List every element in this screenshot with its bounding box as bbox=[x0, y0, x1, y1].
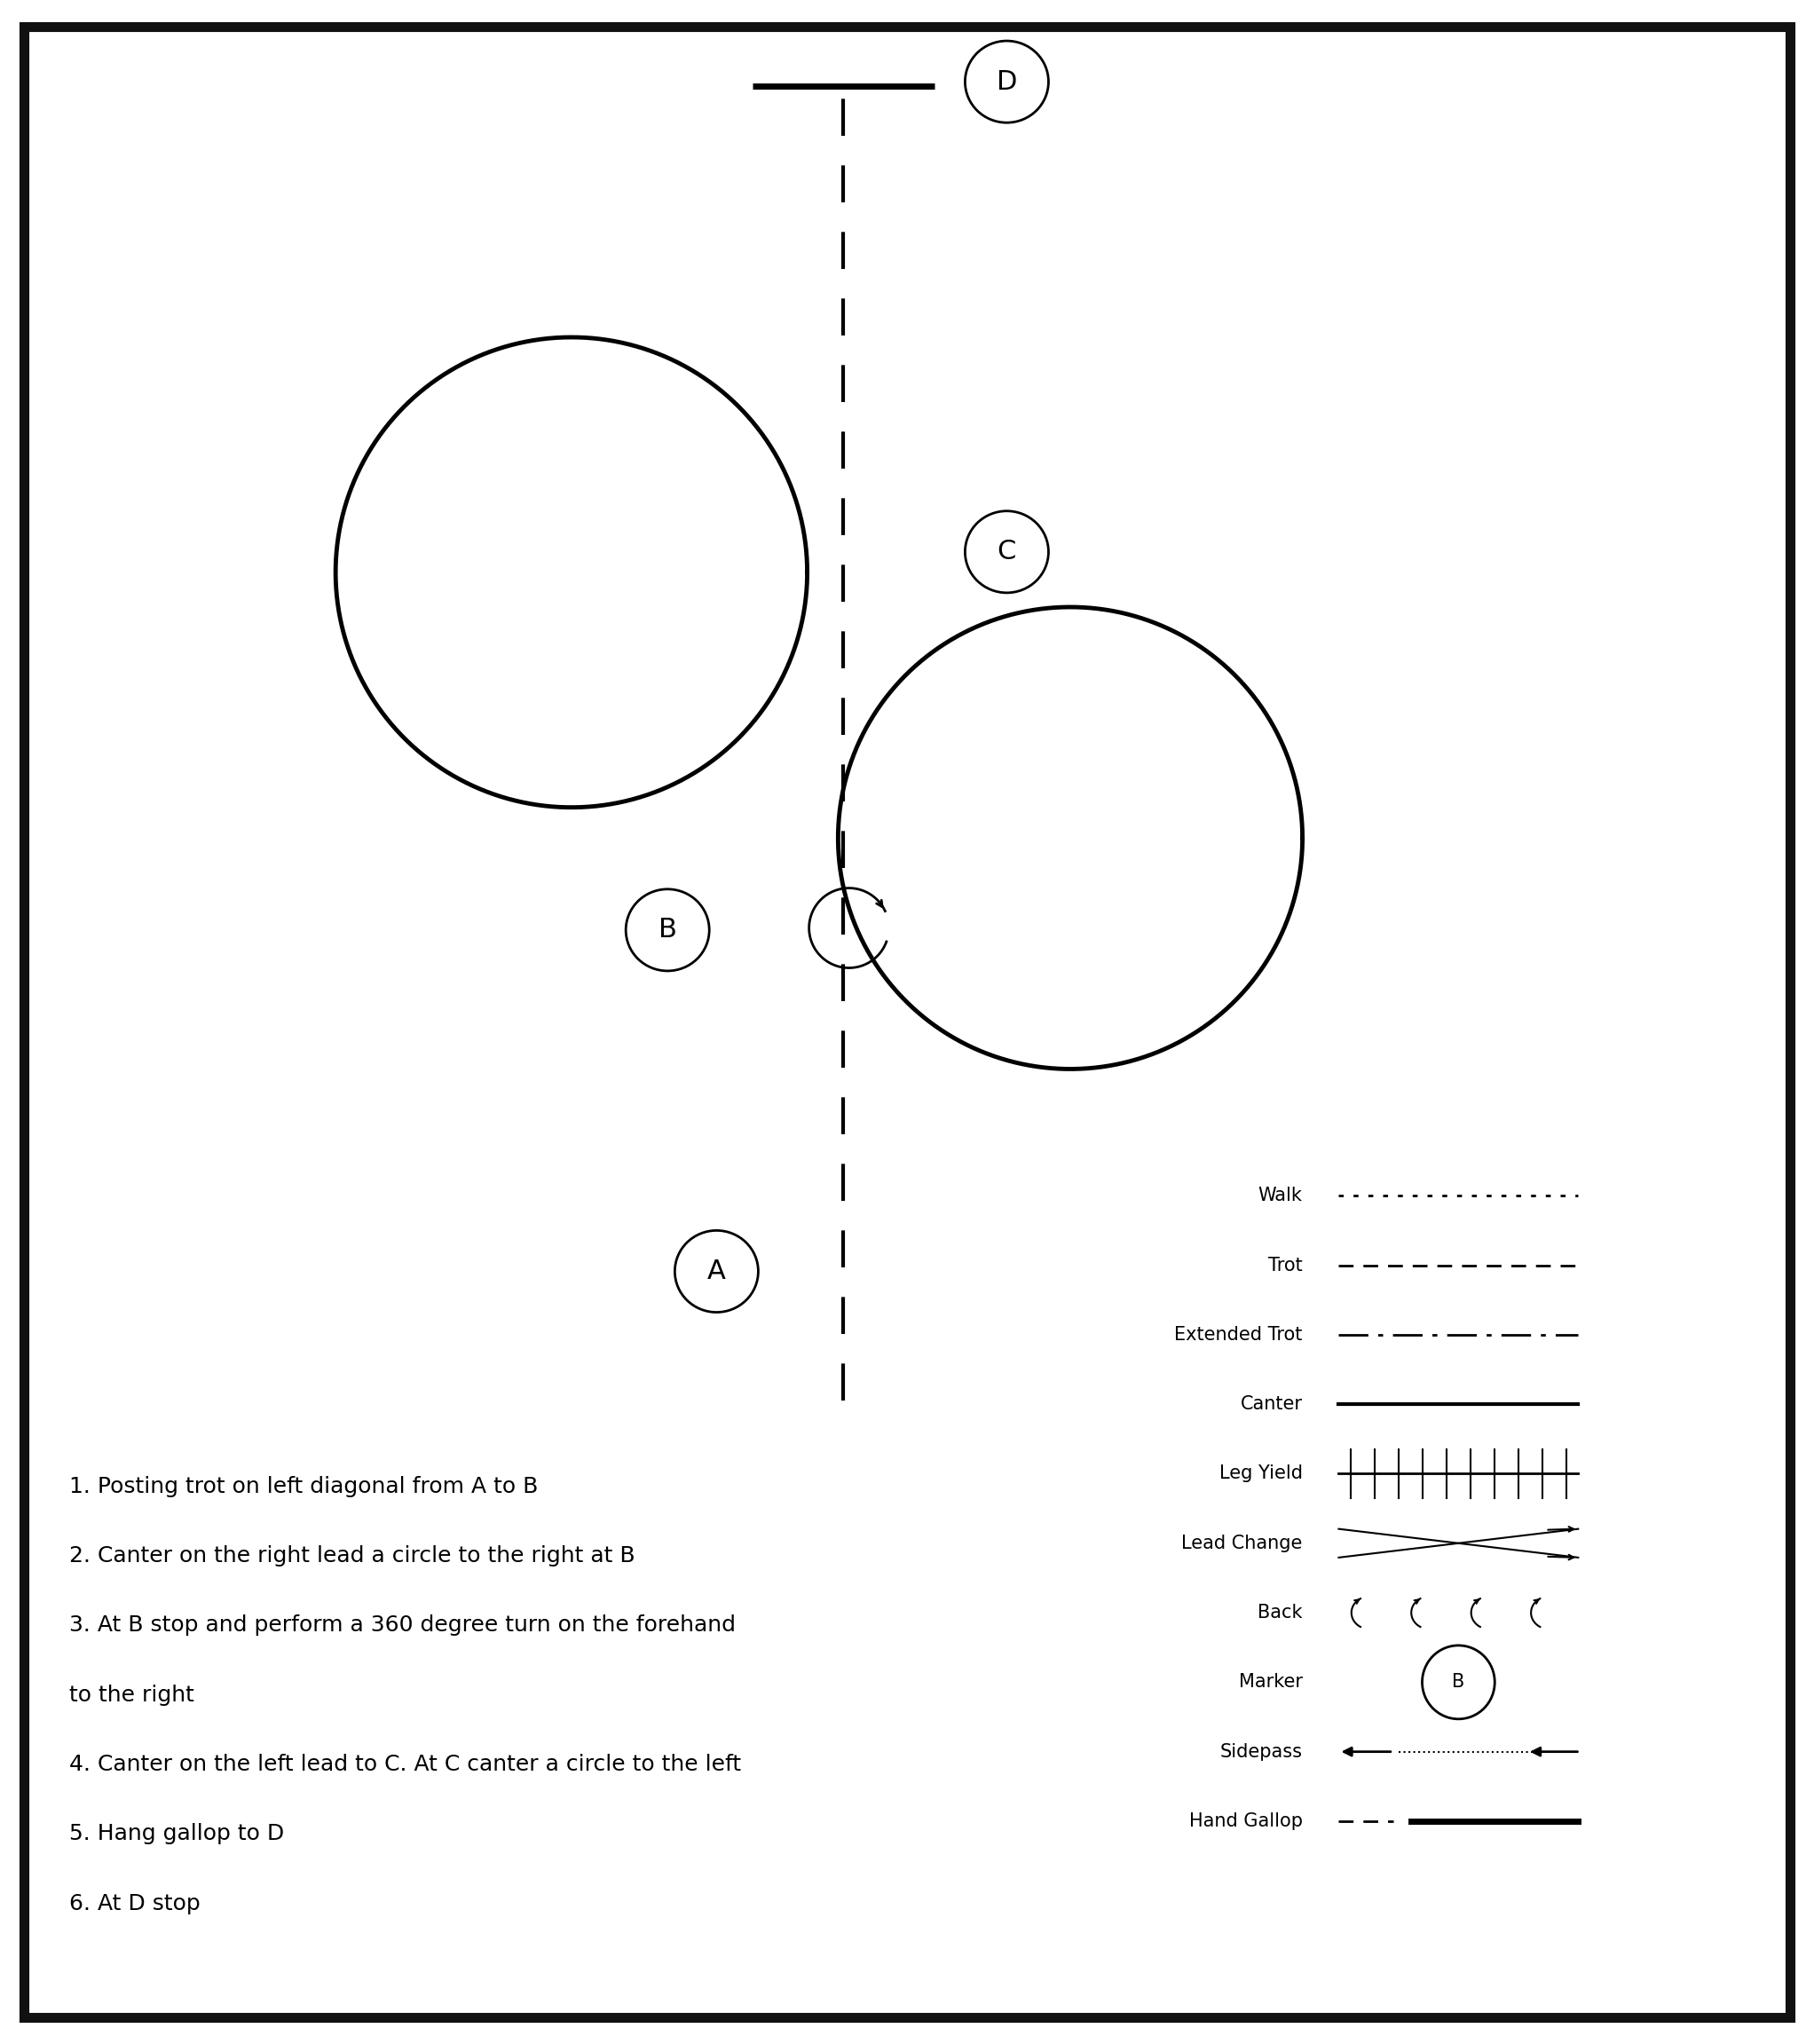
Text: 3. At B stop and perform a 360 degree turn on the forehand: 3. At B stop and perform a 360 degree tu… bbox=[69, 1615, 735, 1635]
Text: 5. Hang gallop to D: 5. Hang gallop to D bbox=[69, 1823, 285, 1844]
Text: Leg Yield: Leg Yield bbox=[1219, 1466, 1302, 1482]
Text: Canter: Canter bbox=[1241, 1396, 1302, 1412]
Text: C: C bbox=[998, 540, 1016, 564]
Text: 4. Canter on the left lead to C. At C canter a circle to the left: 4. Canter on the left lead to C. At C ca… bbox=[69, 1754, 740, 1774]
Text: 2. Canter on the right lead a circle to the right at B: 2. Canter on the right lead a circle to … bbox=[69, 1545, 635, 1566]
Text: D: D bbox=[996, 69, 1018, 94]
Text: Hand Gallop: Hand Gallop bbox=[1188, 1813, 1302, 1829]
Text: Sidepass: Sidepass bbox=[1221, 1744, 1302, 1760]
Text: 6. At D stop: 6. At D stop bbox=[69, 1893, 200, 1913]
Text: Back: Back bbox=[1257, 1605, 1302, 1621]
Text: Marker: Marker bbox=[1239, 1674, 1302, 1690]
Text: Extended Trot: Extended Trot bbox=[1174, 1327, 1302, 1343]
Text: to the right: to the right bbox=[69, 1684, 194, 1705]
Text: B: B bbox=[1453, 1674, 1464, 1690]
Text: Trot: Trot bbox=[1268, 1257, 1302, 1273]
Text: Walk: Walk bbox=[1259, 1188, 1302, 1204]
Text: Lead Change: Lead Change bbox=[1181, 1535, 1302, 1551]
Text: B: B bbox=[658, 918, 677, 942]
Text: A: A bbox=[707, 1259, 726, 1284]
Text: 1. Posting trot on left diagonal from A to B: 1. Posting trot on left diagonal from A … bbox=[69, 1476, 539, 1496]
